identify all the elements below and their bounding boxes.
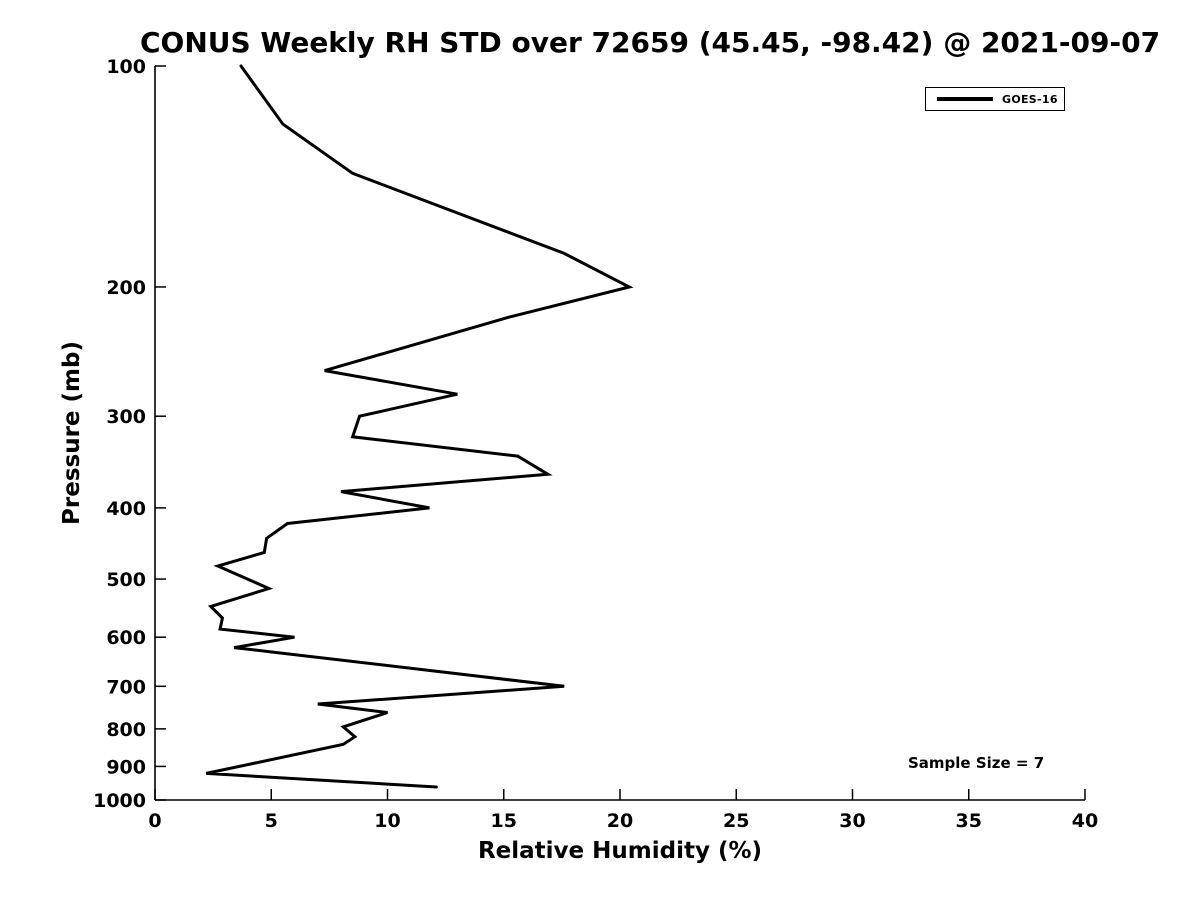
legend: GOES-16 (925, 87, 1065, 111)
x-axis-label: Relative Humidity (%) (477, 838, 763, 864)
x-tick-label: 0 (148, 810, 161, 832)
x-tick-label: 40 (1072, 810, 1098, 832)
y-tick-label: 700 (106, 676, 146, 698)
y-tick-label: 500 (106, 569, 146, 591)
x-tick-label: 25 (723, 810, 749, 832)
y-tick-label: 900 (106, 756, 146, 778)
y-tick-label: 300 (106, 406, 146, 428)
x-tick-label: 30 (839, 810, 865, 832)
rh-std-line (205, 64, 634, 789)
legend-line-sample (937, 97, 993, 101)
legend-label: GOES-16 (1002, 92, 1058, 106)
y-tick-label: 600 (106, 627, 146, 649)
x-tick-label: 15 (491, 810, 517, 832)
sample-size-annotation: Sample Size = 7 (908, 754, 1045, 772)
y-tick-label: 1000 (93, 790, 146, 812)
y-tick-label: 800 (106, 719, 146, 741)
x-tick-label: 20 (607, 810, 633, 832)
y-tick-label: 200 (106, 277, 146, 299)
chart-title: CONUS Weekly RH STD over 72659 (45.45, -… (140, 26, 1161, 59)
x-tick-label: 10 (374, 810, 400, 832)
x-tick-label: 35 (956, 810, 982, 832)
y-tick-label: 100 (106, 56, 146, 78)
y-tick-label: 400 (106, 498, 146, 520)
x-tick-label: 5 (265, 810, 278, 832)
